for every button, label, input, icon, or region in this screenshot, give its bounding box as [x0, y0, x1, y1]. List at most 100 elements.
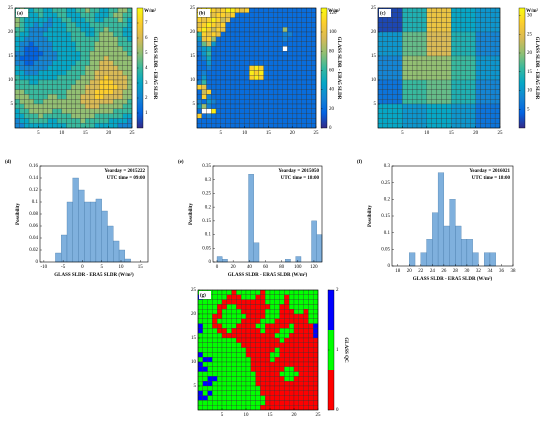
cell	[113, 27, 119, 33]
cell	[303, 352, 309, 358]
cell	[28, 51, 34, 57]
cell	[460, 12, 466, 18]
cell	[215, 84, 221, 90]
cell	[308, 323, 314, 329]
cell	[75, 89, 81, 95]
annotation: UTC time = 18:00	[281, 176, 320, 181]
cell	[387, 27, 393, 33]
cell	[426, 65, 432, 71]
cell	[212, 313, 218, 319]
cell	[475, 84, 481, 90]
cell	[260, 304, 266, 310]
cell	[303, 333, 309, 339]
cell	[313, 361, 319, 367]
cell	[303, 347, 309, 353]
cell	[71, 22, 76, 28]
cell	[431, 118, 437, 124]
cell	[215, 22, 221, 28]
cell	[451, 46, 457, 52]
cell	[407, 79, 413, 85]
cell	[215, 118, 221, 124]
cell	[28, 12, 34, 18]
colorbar-frame	[327, 289, 335, 411]
y-axis-label: Possibility	[368, 205, 373, 227]
cell	[234, 22, 240, 28]
cell	[480, 17, 486, 23]
cell	[225, 60, 231, 66]
cell	[220, 17, 226, 23]
cell	[230, 31, 236, 37]
cell	[249, 17, 255, 23]
cell	[202, 309, 208, 315]
cell	[284, 371, 290, 377]
cell	[127, 46, 133, 52]
cell	[402, 55, 408, 61]
cell	[470, 99, 476, 105]
cell	[436, 22, 442, 28]
bar	[409, 252, 416, 267]
cell	[56, 103, 62, 109]
cell	[231, 328, 237, 334]
cell	[407, 118, 413, 124]
cell	[56, 70, 62, 76]
cell	[426, 118, 432, 124]
cell	[441, 12, 447, 18]
cell	[61, 12, 67, 18]
cell	[470, 84, 476, 90]
cell	[485, 27, 491, 33]
cell	[407, 103, 413, 109]
cell	[202, 405, 208, 411]
cell	[217, 376, 223, 382]
cell	[269, 357, 275, 363]
cell	[475, 36, 481, 42]
cell	[475, 41, 481, 47]
cell	[451, 103, 457, 109]
cell	[263, 12, 269, 18]
cell	[212, 328, 218, 334]
cell	[494, 7, 501, 13]
cell	[292, 84, 298, 90]
cell	[255, 309, 261, 315]
cell	[236, 294, 242, 300]
cell	[292, 27, 298, 33]
cell	[490, 94, 496, 100]
cell	[196, 123, 202, 129]
cell	[221, 395, 227, 401]
cell	[103, 99, 109, 105]
cell	[197, 371, 203, 377]
cell	[289, 361, 295, 367]
cell	[313, 289, 319, 295]
cell	[56, 51, 62, 57]
cell	[127, 17, 133, 23]
cell	[75, 113, 81, 119]
cell	[313, 318, 319, 324]
cell	[244, 46, 250, 52]
cell	[470, 17, 476, 23]
cell	[52, 99, 58, 105]
cell	[207, 376, 213, 382]
bar	[216, 256, 223, 263]
cell	[387, 65, 393, 71]
cell	[211, 84, 217, 90]
cell	[490, 113, 496, 119]
cell	[38, 51, 44, 57]
cell	[277, 17, 283, 23]
cell	[220, 65, 226, 71]
cell	[451, 60, 457, 66]
cell	[451, 75, 457, 81]
cell	[202, 342, 208, 348]
cell	[298, 333, 304, 339]
cell	[52, 79, 58, 85]
cell	[258, 118, 264, 124]
cell	[117, 31, 123, 37]
cell	[19, 27, 25, 33]
cell	[211, 94, 217, 100]
cell	[24, 17, 30, 23]
cell	[426, 108, 432, 114]
cell	[80, 94, 86, 100]
cell	[416, 89, 423, 95]
cell	[382, 46, 388, 52]
cell	[56, 79, 62, 85]
y-tick-label: 0.05	[202, 246, 211, 251]
cell	[28, 103, 34, 109]
